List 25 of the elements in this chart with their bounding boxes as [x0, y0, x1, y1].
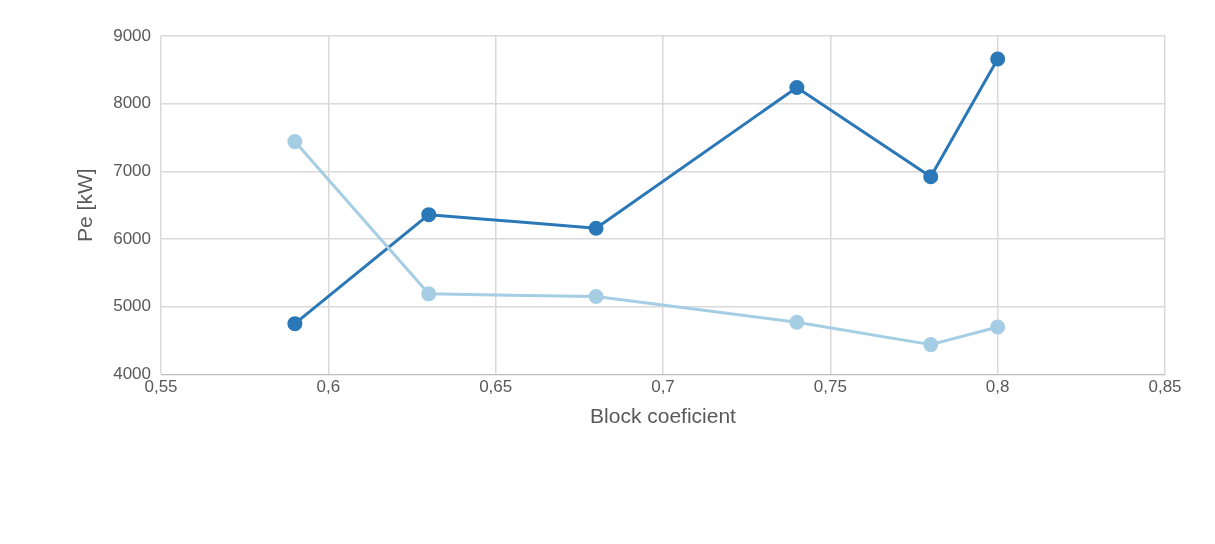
y-tick-label: 6000	[113, 228, 152, 248]
point	[588, 220, 604, 236]
point	[421, 207, 437, 223]
point	[923, 169, 939, 185]
point	[789, 79, 805, 95]
x-tick-label: 0,75	[813, 377, 847, 397]
point	[990, 51, 1006, 67]
point	[287, 134, 303, 150]
y-axis-title: Pe [kW]	[73, 168, 97, 242]
x-tick-label: 0,6	[316, 377, 341, 397]
point	[990, 319, 1006, 335]
point	[588, 289, 604, 305]
point	[421, 286, 437, 302]
y-tick-label: 7000	[113, 161, 152, 181]
y-tick-label: 9000	[113, 25, 152, 45]
point	[287, 316, 303, 332]
x-tick-label: 0,7	[651, 377, 675, 397]
y-tick-label: 5000	[113, 296, 152, 316]
point	[789, 314, 805, 330]
x-tick-label: 0,8	[985, 377, 1010, 397]
y-tick-label: 8000	[113, 93, 152, 113]
point	[923, 337, 939, 353]
x-tick-label: 0,65	[479, 377, 513, 397]
x-tick-label: 0,85	[1148, 377, 1182, 397]
x-axis-title: Block coeficient	[590, 404, 737, 428]
